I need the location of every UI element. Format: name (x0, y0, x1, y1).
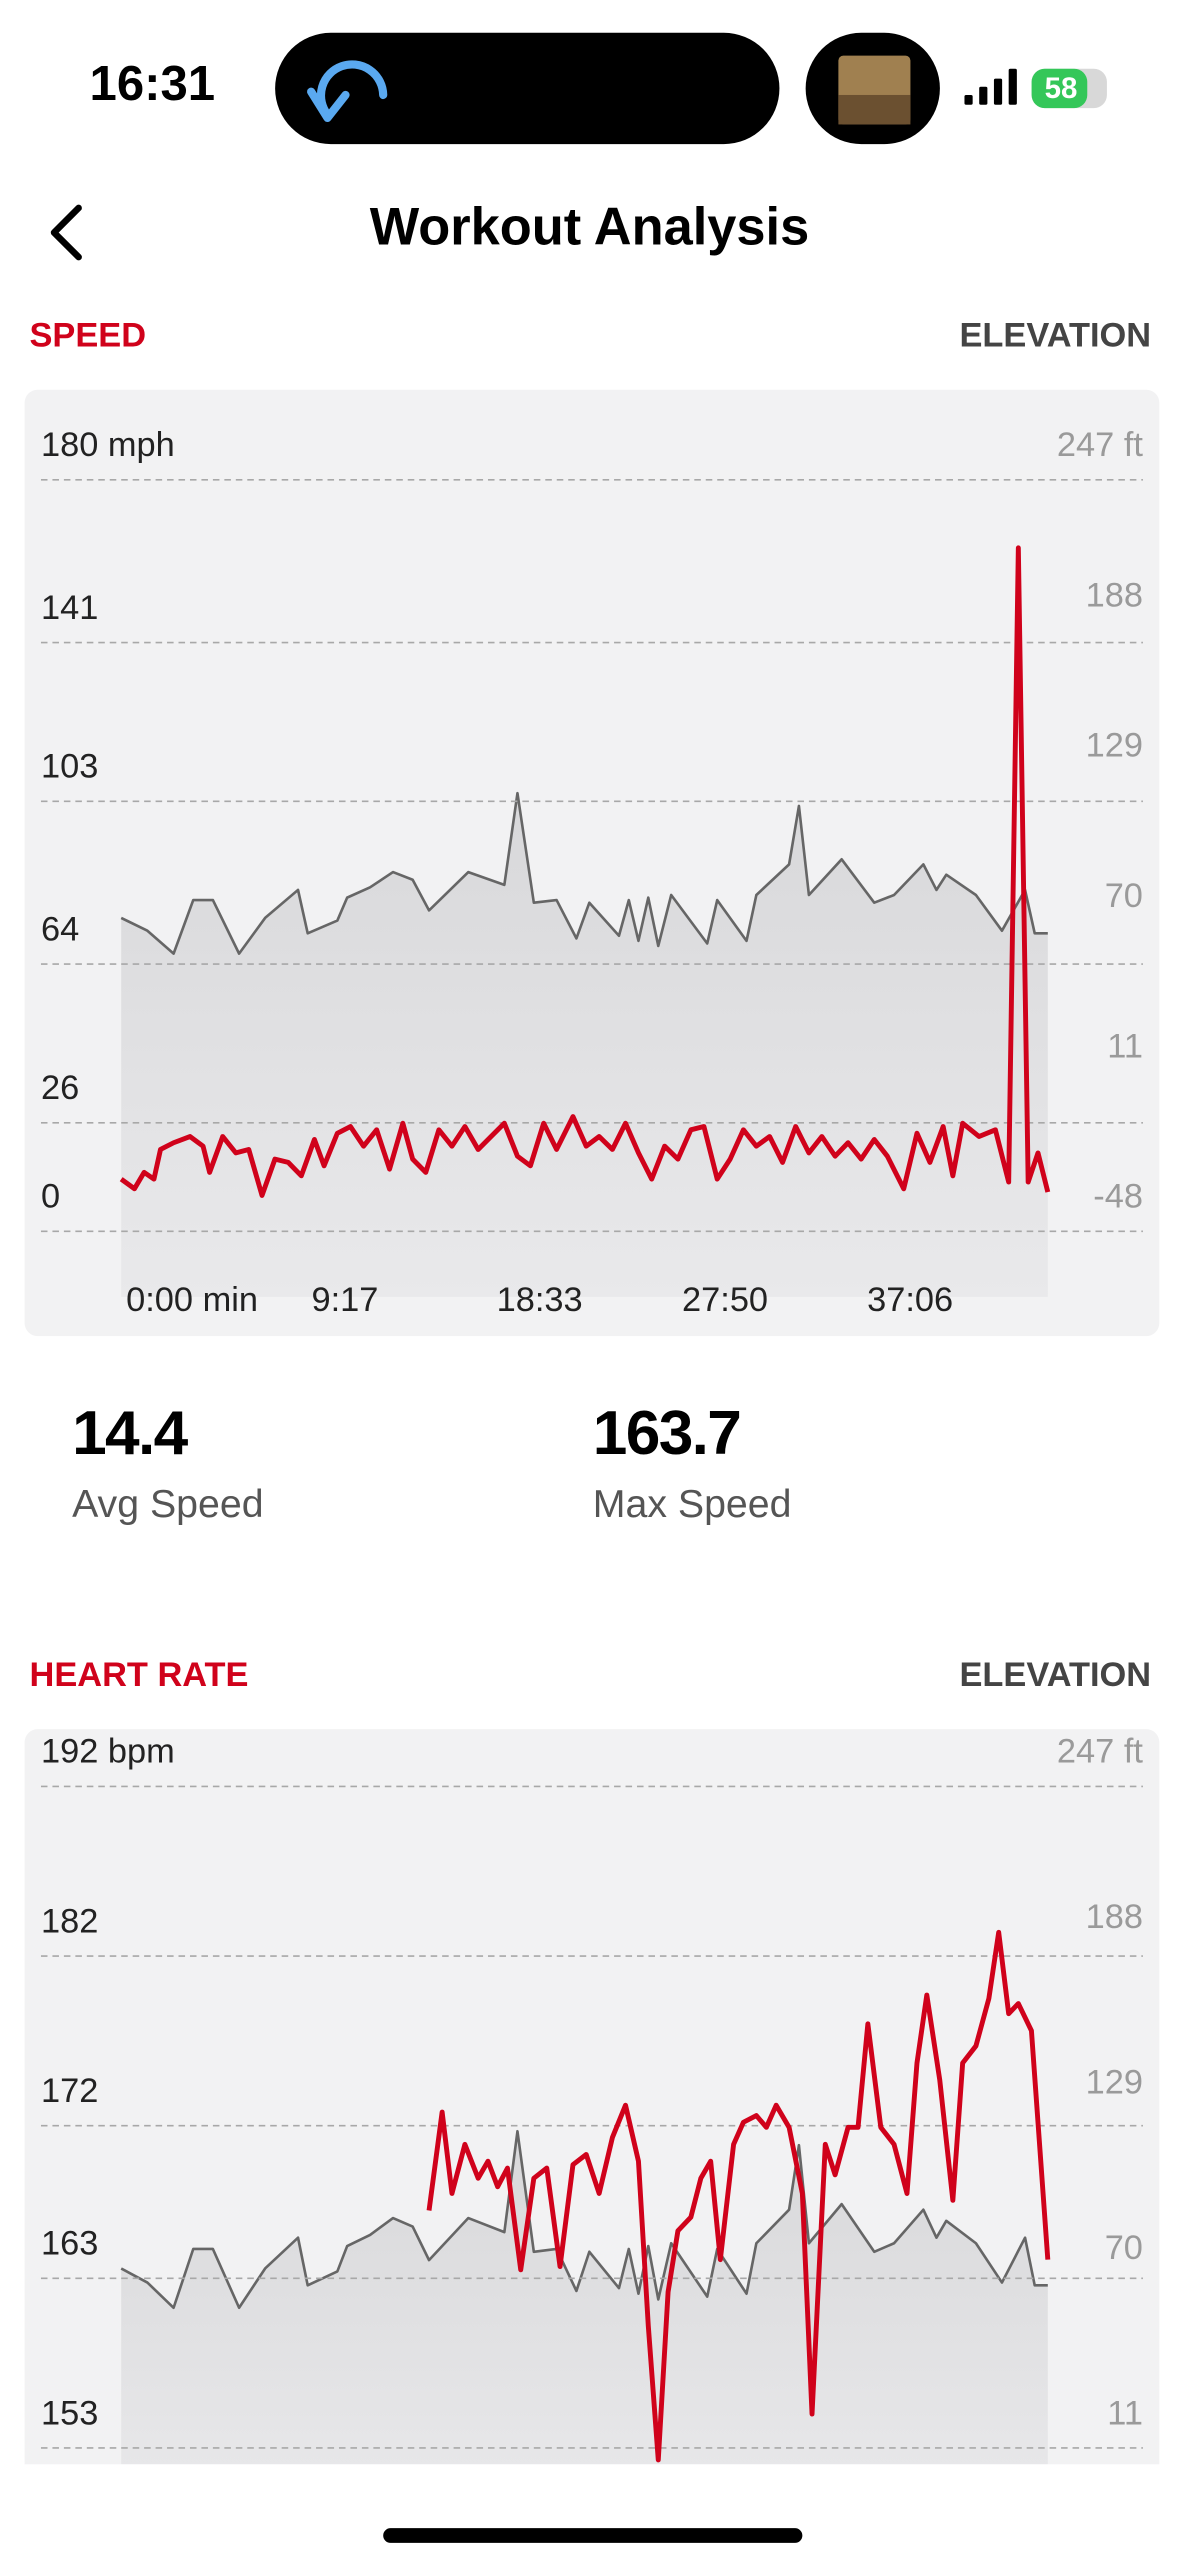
y-tick-label: 192 bpm (41, 1733, 175, 1771)
album-art-ground (838, 94, 911, 125)
y2-tick-label: 129 (1086, 2064, 1143, 2102)
y-tick-label: 153 (41, 2394, 98, 2432)
status-time: 16:31 (90, 57, 216, 111)
home-indicator (383, 2528, 803, 2543)
undo-arrowhead (307, 87, 350, 122)
signal-bar (1008, 68, 1017, 105)
speed-chart: 180 mph 141 103 64 26 0 247 ft 188 129 70 11 -48 0:0… (41, 426, 1143, 1319)
y-tick-label: 64 (41, 910, 79, 948)
y2-tick-label: 11 (1107, 2394, 1143, 2432)
section-secondary-label: ELEVATION (960, 1656, 1152, 1694)
section-label: SPEED (30, 316, 147, 354)
y2-tick-label: 129 (1086, 727, 1143, 765)
page-title: Workout Analysis (370, 199, 809, 257)
y2-tick-label: 247 ft (1057, 426, 1143, 464)
y2-tick-label: 247 ft (1057, 1733, 1143, 1771)
data-line (426, 1929, 1051, 2463)
x-tick-label: 37:06 (867, 1281, 953, 1319)
y2-tick-label: 11 (1107, 1027, 1143, 1065)
y2-tick-label: 70 (1105, 2229, 1143, 2267)
y2-tick-label: 188 (1086, 1898, 1143, 1936)
signal-bar (964, 94, 973, 105)
x-tick-label: 0:00 min (126, 1281, 258, 1319)
x-tick-label: 9:17 (312, 1281, 379, 1319)
stat-value: 14.4 (72, 1399, 189, 1468)
elevation-line (120, 2129, 1048, 2310)
y-tick-label: 163 (41, 2225, 98, 2263)
undo-icon (316, 60, 388, 119)
y-tick-label: 103 (41, 748, 98, 786)
y-tick-label: 26 (41, 1069, 79, 1107)
elevation-area (121, 2131, 1048, 2465)
stat-label: Avg Speed (72, 1482, 263, 1526)
y-tick-label: 141 (41, 589, 98, 627)
y2-tick-label: -48 (1093, 1178, 1143, 1216)
stat-label: Max Speed (593, 1482, 792, 1526)
y2-tick-label: 70 (1105, 877, 1143, 915)
x-tick-label: 18:33 (497, 1281, 583, 1319)
data-line (119, 545, 1051, 1198)
battery-percent: 58 (1045, 72, 1078, 105)
y-tick-label: 180 mph (41, 426, 175, 464)
dynamic-island (275, 32, 780, 145)
elevation-line (120, 791, 1048, 955)
stat-value: 163.7 (593, 1399, 741, 1468)
back-button[interactable] (50, 204, 82, 261)
y-tick-label: 172 (41, 2072, 98, 2110)
signal-bar (979, 86, 988, 105)
y-tick-label: 0 (41, 1178, 60, 1216)
signal-bar (993, 78, 1003, 105)
y2-tick-label: 188 (1086, 576, 1143, 614)
section-secondary-label: ELEVATION (960, 316, 1152, 354)
elevation-area (121, 793, 1048, 1297)
x-tick-label: 27:50 (682, 1281, 768, 1319)
battery-level (1031, 68, 1088, 109)
y-tick-label: 182 (41, 1902, 98, 1940)
section-label: HEART RATE (30, 1656, 249, 1694)
heart-rate-chart: 192 bpm 182 172 163 153 247 ft 188 129 70 11 (41, 1733, 1143, 2465)
